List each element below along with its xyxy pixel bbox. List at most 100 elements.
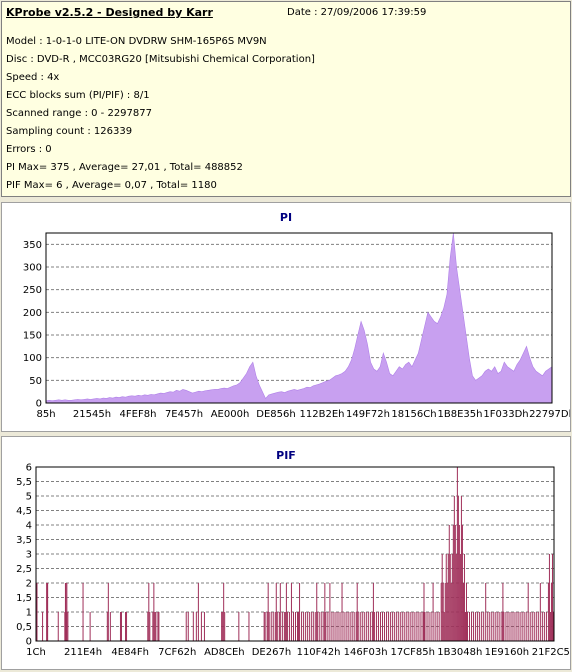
pif-bar [200,612,202,641]
pif-y-tick-label: 4,5 [16,506,32,517]
pif-bar [424,612,426,641]
pif-bar [329,583,331,641]
pif-bar [459,554,461,641]
pif-bar [65,612,67,641]
pif-bar [82,583,84,641]
pif-bar [316,583,318,641]
pif-bar [222,612,224,641]
pif-bar [66,583,68,641]
app-title: KProbe v2.5.2 - Designed by Karr [6,6,213,19]
pi-chart-panel: PI 0 50 100 150 200 250 300 350 85h 21545h 4FEF8h 7… [1,202,571,432]
pif-bar [290,583,292,641]
pif-bar [463,554,465,641]
pif-bar [267,583,269,641]
pif-y-tick-label: 3,5 [16,535,32,546]
pif-bar [283,612,285,641]
pif-bar [313,612,315,641]
pif-bar [158,612,160,641]
pif-x-tick-label: 1E9160h [485,647,529,658]
info-errors: Errors : 0 [6,144,52,155]
pif-bar [481,612,483,641]
pif-bar [446,583,448,641]
pif-bar [473,612,475,641]
pif-bar [458,525,460,641]
pif-y-tick-label: 5 [26,492,32,503]
pif-bar [422,612,424,641]
pif-bar [361,612,363,641]
pif-bar [406,612,408,641]
pif-bar [36,583,38,641]
pif-bar [533,612,535,641]
pif-bar [457,496,459,641]
pif-bar [523,612,525,641]
pif-bar [460,496,462,641]
pif-bar [418,612,420,641]
pif-x-tick-label: 7CF62h [158,647,196,658]
pif-bar [552,612,554,641]
pif-bar [327,612,329,641]
pif-bar [375,612,377,641]
pif-bar [394,612,396,641]
pif-bar [67,612,69,641]
pif-bar [451,554,453,641]
pif-bar [507,612,509,641]
pif-bar [529,612,531,641]
pif-bar [386,612,388,641]
pif-x-tick-label: AD8CEh [204,647,245,658]
pif-bar [416,612,418,641]
pif-bar [377,612,379,641]
pi-x-tick-label: 18156Ch [391,409,436,420]
pif-bar [223,583,225,641]
pif-bar [461,525,463,641]
pif-bar [353,612,355,641]
pif-bar [298,612,300,641]
pif-bar [379,612,381,641]
pi-x-tick-label: 1F033Dh [483,409,528,420]
pif-bar [284,612,286,641]
pi-x-tick-label: 22797Dh [529,409,570,420]
pi-chart-title: PI [279,211,293,224]
pif-bar [503,612,505,641]
pif-chart: 0 0,5 1 1,5 2 2,5 3 3,5 4 4,5 5 5,5 6 1Ch 211E4h 4E84Fh… [16,463,570,659]
pif-bar [317,612,319,641]
pif-bar [106,612,108,641]
pif-bar [423,583,425,641]
pif-bar [324,583,326,641]
pif-bar [483,612,485,641]
pif-bar [414,612,416,641]
pif-bar [221,612,223,641]
pif-bar [454,525,456,641]
pif-bar [339,612,341,641]
pif-bar [495,612,497,641]
pif-bar [392,612,394,641]
pif-bar [323,612,325,641]
pif-bar [119,612,121,641]
pif-bar [428,612,430,641]
pif-y-tick-label: 0 [26,637,32,648]
pif-bar [464,612,466,641]
pif-bar [550,583,552,641]
pif-bar [286,612,288,641]
pif-bar [238,612,240,641]
pif-bar [420,612,422,641]
info-speed: Speed : 4x [6,72,60,83]
pif-bar [511,612,513,641]
pif-bar [57,612,59,641]
pif-bar [491,612,493,641]
pif-bar [455,554,457,641]
pif-bar [203,612,205,641]
pif-bar [325,612,327,641]
pif-bar [475,612,477,641]
pif-x-tick-label: 21F2C5h [532,647,570,658]
pif-bar [349,612,351,641]
pif-bar [264,612,266,641]
pif-bar [372,583,374,641]
pif-bar [521,612,523,641]
pif-bar [197,583,199,641]
pi-x-tick-label: 149F72h [346,409,390,420]
pif-bar [126,612,128,641]
info-pif-stats: PIF Max= 6 , Average= 0,07 , Total= 1180 [6,180,217,191]
info-panel: KProbe v2.5.2 - Designed by Karr Date : … [1,1,571,197]
pif-bar [224,612,226,641]
pif-bar [333,612,335,641]
